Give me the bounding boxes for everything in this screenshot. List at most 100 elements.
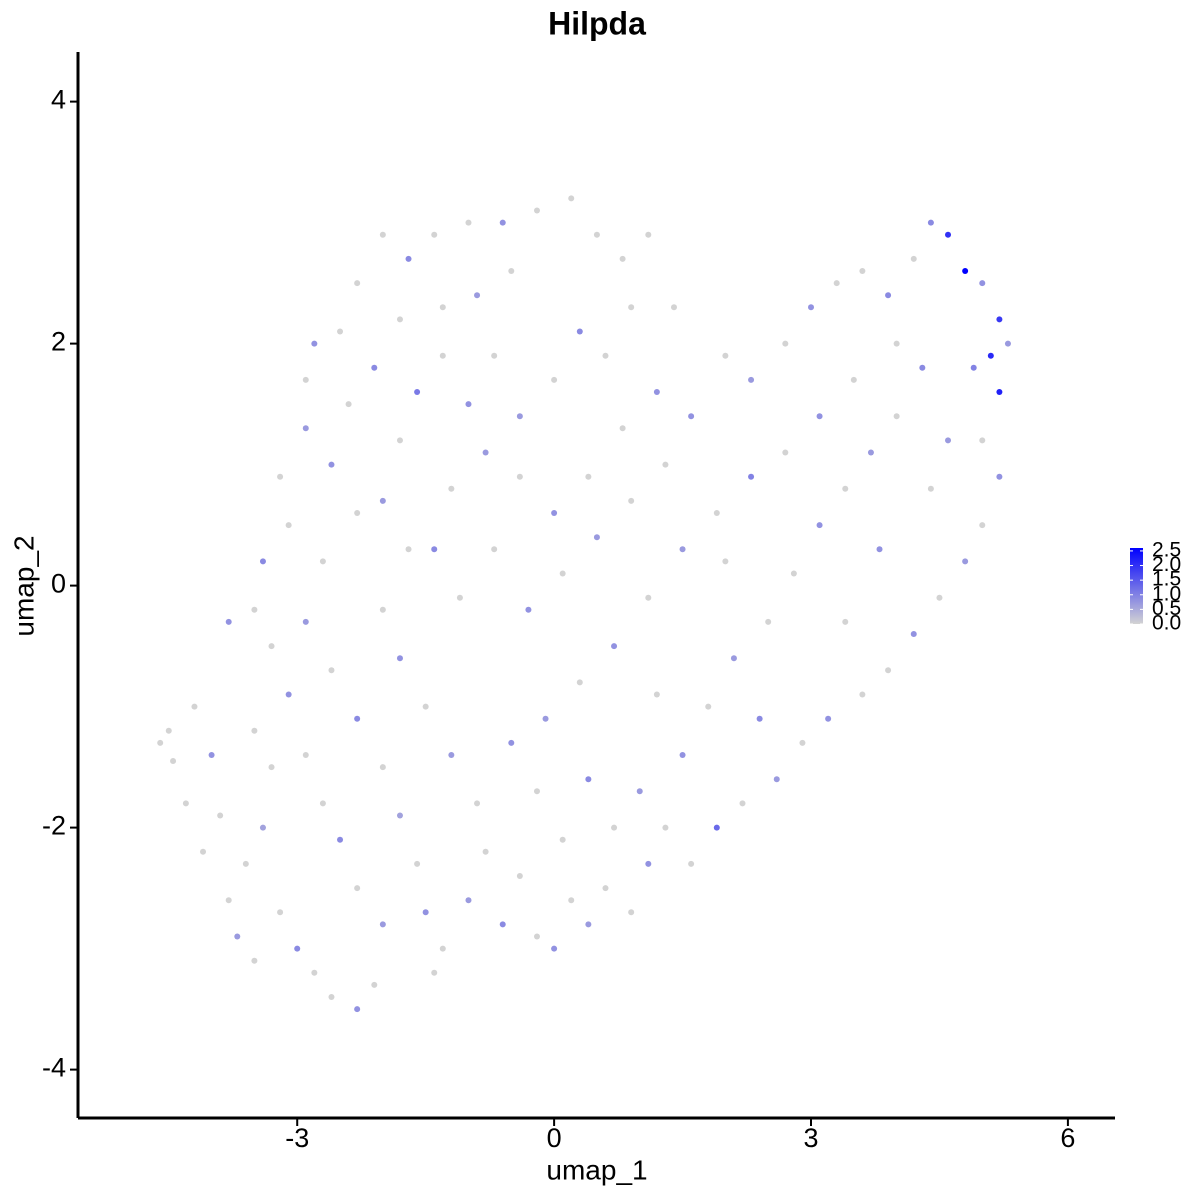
point [465,897,472,904]
point [628,497,635,504]
point [405,255,412,262]
point [842,485,849,492]
point [225,618,232,625]
point [602,885,609,892]
point [431,969,438,976]
point [225,897,232,904]
point [636,788,643,795]
point [996,316,1003,323]
point [379,497,386,504]
point [859,268,866,275]
point [251,606,258,613]
point [379,606,386,613]
point [970,364,977,371]
point [516,873,523,880]
point [825,715,832,722]
point [773,776,780,783]
point [653,389,660,396]
point [893,340,900,347]
point [516,413,523,420]
point [499,219,506,226]
point [705,703,712,710]
point [893,413,900,420]
point [945,437,952,444]
point [482,848,489,855]
point [585,776,592,783]
colorbar-label: 0.5 [1152,597,1181,620]
point [910,255,917,262]
point [962,268,969,275]
point [439,945,446,952]
point [542,715,549,722]
point [170,758,177,765]
point [782,449,789,456]
point [208,752,215,759]
point [533,933,540,940]
point [414,860,421,867]
point [448,752,455,759]
point [268,643,275,650]
point [593,534,600,541]
point [277,473,284,480]
point [259,824,266,831]
point [867,449,874,456]
point [602,352,609,359]
point [439,352,446,359]
point [576,328,583,335]
point [619,425,626,432]
point [371,981,378,988]
point [379,921,386,928]
point [979,280,986,287]
y-tick-label: -4 [42,1053,66,1083]
point [756,715,763,722]
point [354,715,361,722]
point [645,231,652,238]
point [328,667,335,674]
point [816,413,823,420]
point [593,231,600,238]
y-tick-label: 2 [51,327,66,357]
point [679,752,686,759]
point [499,921,506,928]
point [748,376,755,383]
colorbar-label: 1.0 [1152,582,1181,605]
point [585,921,592,928]
point [551,945,558,952]
point [422,909,429,916]
point [508,268,515,275]
point [431,546,438,553]
point [396,316,403,323]
point [790,570,797,577]
point [474,800,481,807]
point [422,703,429,710]
point [379,231,386,238]
point [516,473,523,480]
point [302,618,309,625]
point [927,219,934,226]
point [628,909,635,916]
point [414,389,421,396]
point [670,304,677,311]
point [730,655,737,662]
point [456,594,463,601]
point [337,836,344,843]
point [979,522,986,529]
y-tick-label: -2 [42,811,66,841]
point [465,219,472,226]
point [919,364,926,371]
point [251,727,258,734]
point [302,376,309,383]
point [568,897,575,904]
y-tick-label: 0 [51,569,66,599]
point [396,812,403,819]
point [165,727,172,734]
point [688,860,695,867]
point [611,643,618,650]
point [396,655,403,662]
point [559,836,566,843]
x-tick-label: 6 [1060,1123,1075,1153]
point [508,739,515,746]
point [833,280,840,287]
point [945,231,952,238]
